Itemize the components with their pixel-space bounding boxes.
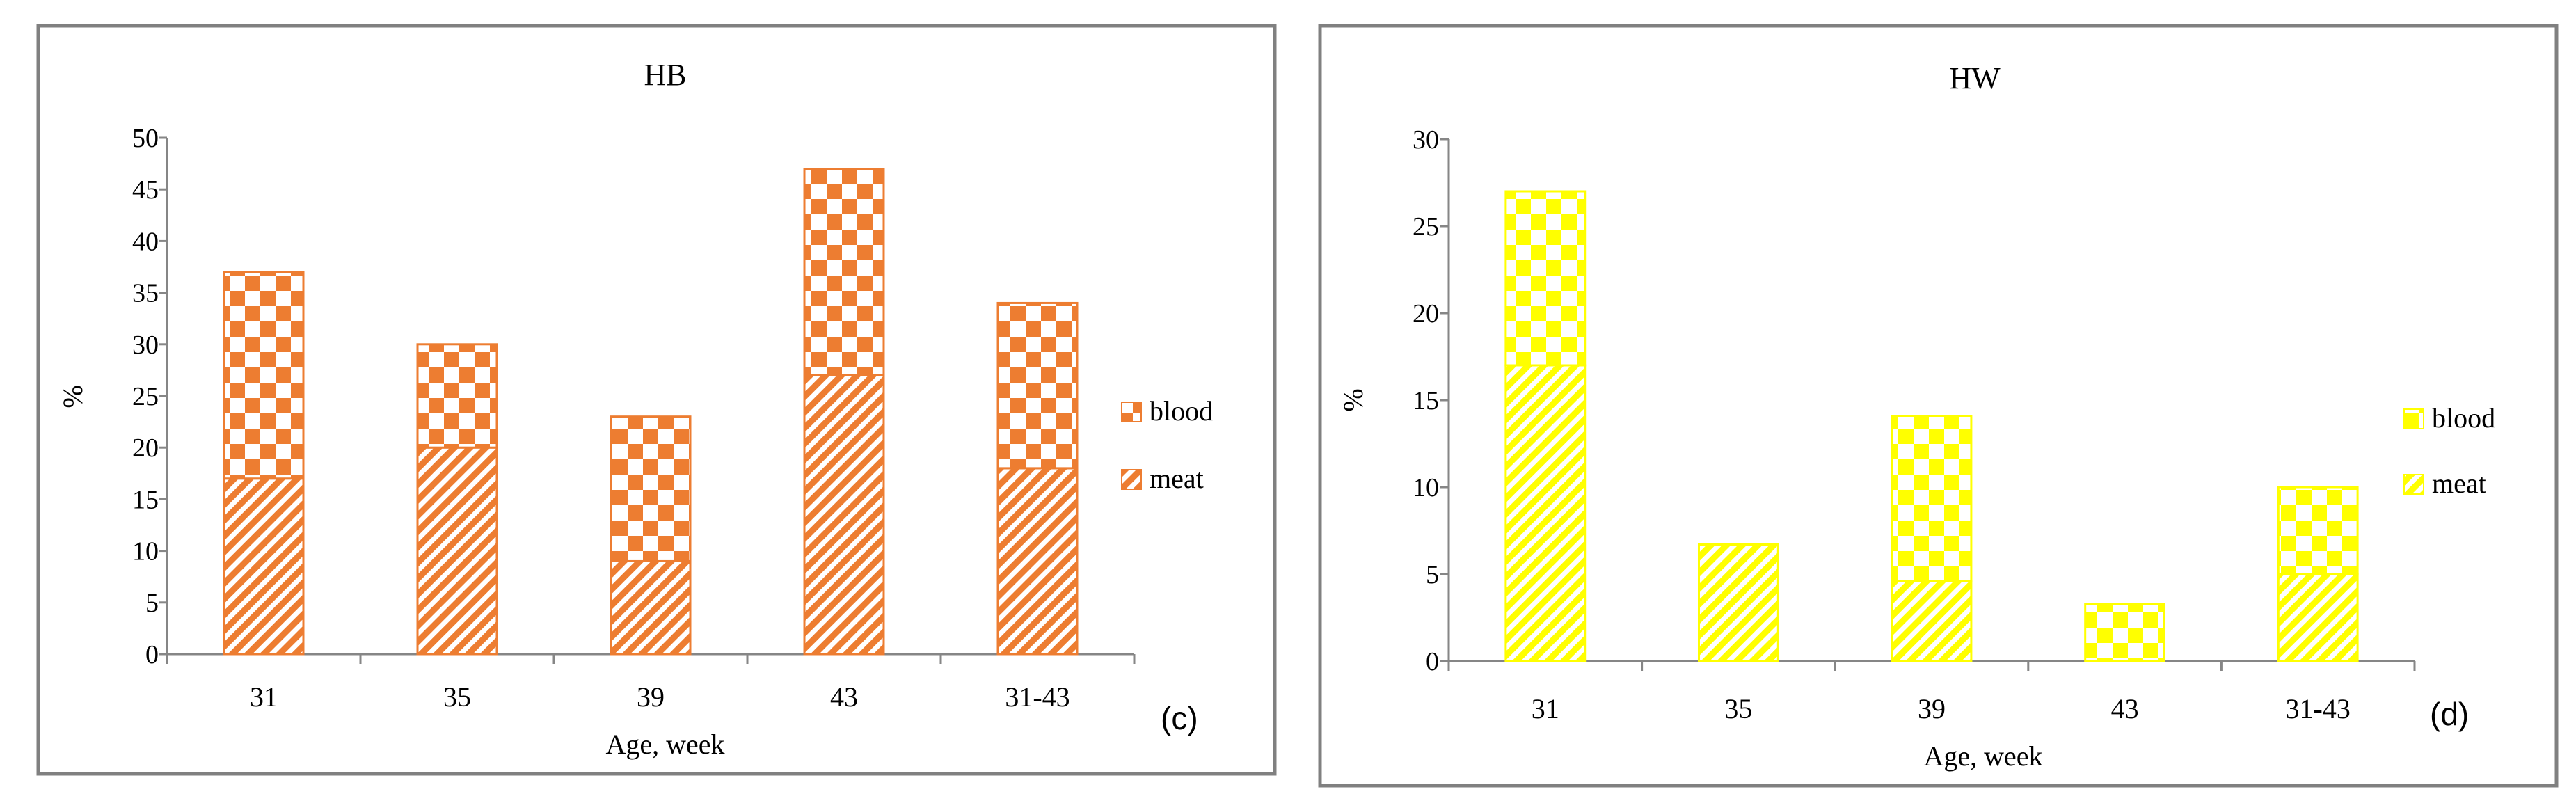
y-tick-label: 15 <box>1413 386 1439 415</box>
bar-meat-31 <box>223 477 305 656</box>
legend-label-blood: blood <box>1150 395 1213 427</box>
legend-label-blood: blood <box>2432 402 2495 434</box>
bars <box>1504 190 2359 662</box>
bar-blood-31-43 <box>996 301 1079 470</box>
y-tick-label: 10 <box>1413 473 1439 502</box>
x-tick-label: 35 <box>443 681 471 713</box>
y-tick-label: 30 <box>1413 125 1439 154</box>
bar-blood-31 <box>1504 190 1587 367</box>
legend: blood meat <box>1121 395 1213 494</box>
y-axis-ticks: 0 5 10 15 20 25 30 35 40 45 50 <box>132 124 167 669</box>
y-tick-label: 50 <box>132 124 159 153</box>
chart-panel-hw: HW % 0 5 10 15 20 25 30 31 35 39 43 31-43 Age, wee… <box>1318 24 2559 788</box>
bar-meat-35 <box>416 446 498 656</box>
y-tick-label: 30 <box>132 331 159 360</box>
legend-swatch-meat <box>1121 469 1142 490</box>
x-tick-label: 35 <box>1724 693 1752 724</box>
legend-label-meat: meat <box>1150 463 1204 494</box>
x-tick-label: 31-43 <box>2286 693 2351 724</box>
y-axis-label: % <box>57 385 88 408</box>
x-tick-label: 31 <box>250 681 278 713</box>
panel-letter-c: (c) <box>1161 700 1198 736</box>
bar-blood-43 <box>803 168 885 376</box>
x-tick-label: 43 <box>830 681 858 713</box>
legend-swatch-blood <box>1121 402 1142 422</box>
y-tick-label: 25 <box>1413 212 1439 241</box>
bar-meat-43 <box>803 374 885 656</box>
chart-title: HB <box>644 58 686 92</box>
bar-blood-35 <box>416 343 498 449</box>
bar-meat-39 <box>1891 580 1973 662</box>
y-axis-label: % <box>1337 388 1369 411</box>
y-tick-label: 5 <box>145 589 159 618</box>
y-tick-label: 10 <box>132 537 159 566</box>
legend-label-meat: meat <box>2432 468 2486 499</box>
y-tick-label: 40 <box>132 227 159 256</box>
x-tick-label: 39 <box>1918 693 1946 724</box>
x-axis-label: Age, week <box>1923 740 2042 772</box>
bar-blood-39 <box>610 415 692 562</box>
panel-letter-d: (d) <box>2430 696 2469 732</box>
y-tick-label: 5 <box>1426 560 1439 589</box>
x-tick-label: 43 <box>2111 693 2139 724</box>
x-axis-ticks: 31 35 39 43 31-43 <box>1447 661 2416 724</box>
y-tick-label: 35 <box>132 279 159 308</box>
bar-meat-31-43 <box>2277 573 2359 662</box>
y-tick-label: 0 <box>1426 647 1439 676</box>
chart-title: HW <box>1949 61 2001 95</box>
bar-blood-31 <box>223 271 305 480</box>
bar-blood-43 <box>2084 603 2166 662</box>
y-axis-ticks: 0 5 10 15 20 25 30 <box>1413 125 1449 676</box>
x-tick-label: 39 <box>637 681 665 713</box>
bar-meat-31 <box>1504 364 1587 662</box>
x-tick-label: 31 <box>1532 693 1559 724</box>
x-tick-label: 31-43 <box>1005 681 1070 713</box>
bar-meat-31-43 <box>996 467 1079 656</box>
legend: blood meat <box>2403 402 2495 499</box>
bar-meat-35 <box>1697 543 1779 662</box>
y-tick-label: 15 <box>132 485 159 514</box>
y-tick-label: 20 <box>1413 299 1439 328</box>
y-tick-label: 25 <box>132 382 159 411</box>
bar-meat-39 <box>610 559 692 656</box>
x-axis-ticks: 31 35 39 43 31-43 <box>166 654 1136 713</box>
y-tick-label: 45 <box>132 175 159 205</box>
bars <box>223 168 1079 656</box>
legend-swatch-blood <box>2403 408 2424 429</box>
y-tick-label: 0 <box>145 640 159 669</box>
bar-blood-39 <box>1891 415 1973 582</box>
legend-swatch-meat <box>2403 474 2424 495</box>
x-axis-label: Age, week <box>605 729 724 760</box>
y-tick-label: 20 <box>132 434 159 463</box>
bar-blood-31-43 <box>2277 486 2359 575</box>
